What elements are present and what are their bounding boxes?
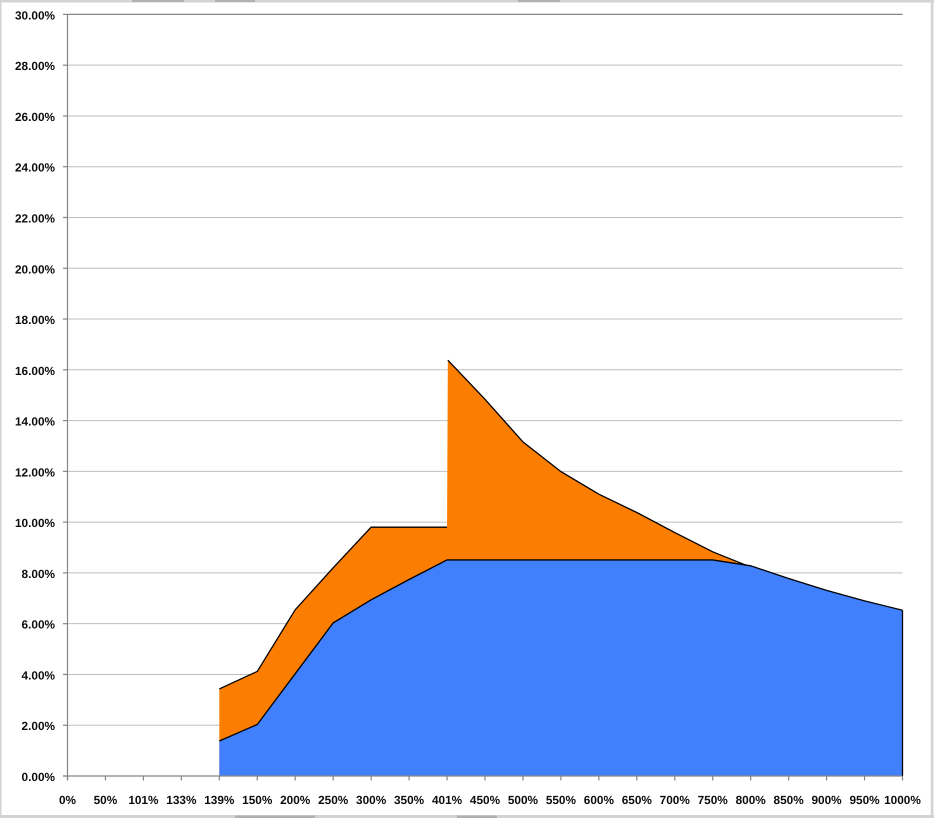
svg-text:4.00%: 4.00% [22, 668, 56, 682]
svg-text:133%: 133% [166, 793, 197, 807]
svg-text:16.00%: 16.00% [15, 364, 56, 378]
svg-text:2.00%: 2.00% [22, 719, 56, 733]
svg-text:139%: 139% [204, 793, 235, 807]
svg-text:6.00%: 6.00% [22, 618, 56, 632]
svg-text:800%: 800% [736, 793, 767, 807]
svg-text:850%: 850% [774, 793, 805, 807]
svg-text:401%: 401% [432, 793, 463, 807]
svg-text:300%: 300% [356, 793, 387, 807]
svg-text:20.00%: 20.00% [15, 262, 56, 276]
svg-text:650%: 650% [622, 793, 653, 807]
svg-text:750%: 750% [698, 793, 729, 807]
svg-text:14.00%: 14.00% [15, 415, 56, 429]
svg-text:30.00%: 30.00% [15, 8, 56, 22]
svg-text:1000%: 1000% [884, 793, 921, 807]
svg-text:22.00%: 22.00% [15, 211, 56, 225]
svg-text:101%: 101% [128, 793, 159, 807]
svg-text:8.00%: 8.00% [22, 567, 56, 581]
svg-text:250%: 250% [318, 793, 349, 807]
svg-text:28.00%: 28.00% [15, 59, 56, 73]
svg-text:700%: 700% [660, 793, 691, 807]
svg-text:10.00%: 10.00% [15, 516, 56, 530]
svg-text:0%: 0% [59, 793, 77, 807]
svg-text:12.00%: 12.00% [15, 465, 56, 479]
svg-text:450%: 450% [470, 793, 501, 807]
svg-text:500%: 500% [508, 793, 539, 807]
svg-text:550%: 550% [546, 793, 577, 807]
svg-text:200%: 200% [280, 793, 311, 807]
svg-text:600%: 600% [584, 793, 615, 807]
svg-text:0.00%: 0.00% [22, 770, 56, 784]
svg-text:24.00%: 24.00% [15, 161, 56, 175]
svg-text:18.00%: 18.00% [15, 313, 56, 327]
svg-text:350%: 350% [394, 793, 425, 807]
svg-text:26.00%: 26.00% [15, 110, 56, 124]
svg-text:900%: 900% [811, 793, 842, 807]
svg-text:950%: 950% [849, 793, 880, 807]
svg-text:50%: 50% [94, 793, 118, 807]
svg-text:150%: 150% [242, 793, 273, 807]
